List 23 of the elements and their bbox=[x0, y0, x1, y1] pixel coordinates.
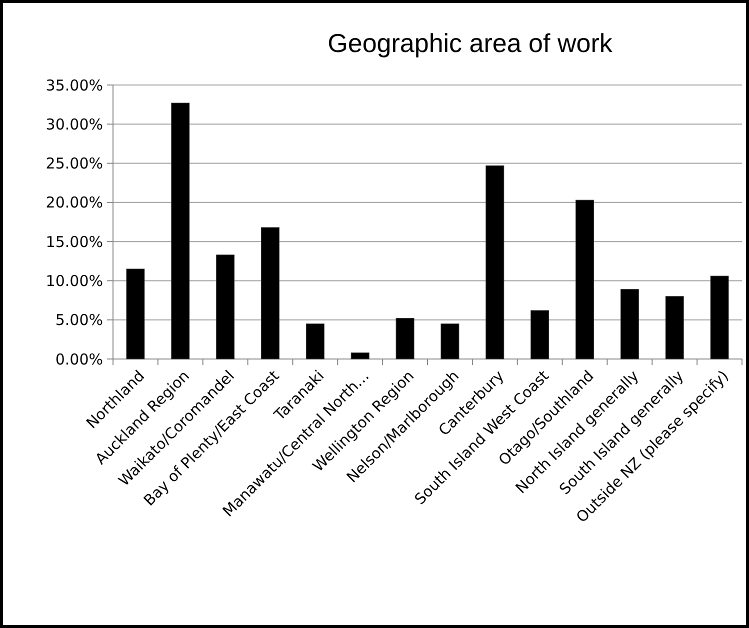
bar bbox=[396, 318, 414, 360]
y-tick-label: 15.00% bbox=[46, 232, 103, 251]
bar bbox=[530, 310, 550, 360]
bar bbox=[306, 324, 324, 360]
bar bbox=[576, 200, 594, 360]
y-tick-label: 35.00% bbox=[46, 76, 103, 94]
y-tick-label: 30.00% bbox=[46, 115, 103, 134]
bar bbox=[261, 227, 280, 360]
bar bbox=[216, 254, 235, 360]
bar bbox=[350, 352, 370, 360]
bar bbox=[440, 324, 460, 360]
y-tick-label: 10.00% bbox=[46, 272, 103, 290]
bar bbox=[486, 165, 504, 360]
y-tick-label: 0.00% bbox=[55, 350, 103, 368]
y-tick-label: 5.00% bbox=[55, 311, 103, 330]
bar bbox=[665, 296, 684, 360]
bar bbox=[710, 276, 729, 360]
y-tick-label: 20.00% bbox=[46, 194, 103, 212]
bar bbox=[620, 289, 639, 360]
bar bbox=[126, 268, 145, 360]
chart-title: Geographic area of work bbox=[328, 28, 614, 58]
bar bbox=[171, 102, 190, 360]
y-tick-label: 25.00% bbox=[46, 154, 103, 173]
